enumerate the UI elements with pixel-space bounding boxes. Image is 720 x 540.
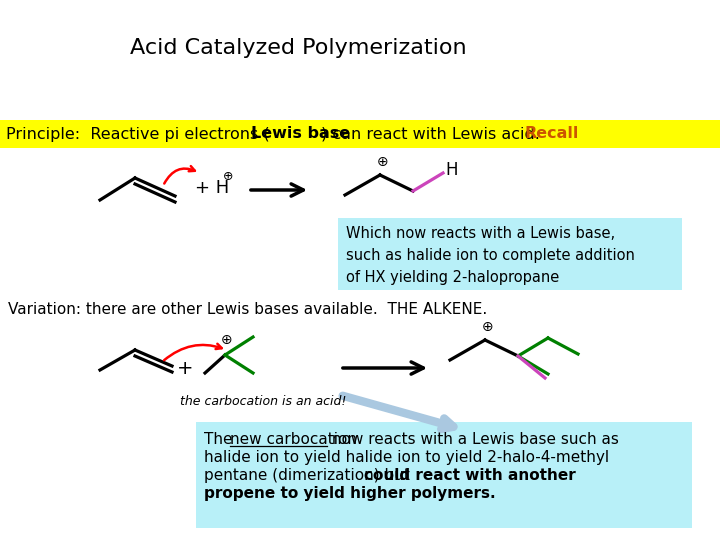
FancyBboxPatch shape — [196, 422, 692, 528]
Text: $\oplus$: $\oplus$ — [222, 171, 233, 184]
Text: halide ion to yield halide ion to yield 2-halo-4-methyl: halide ion to yield halide ion to yield … — [204, 450, 609, 465]
Text: The: The — [204, 432, 238, 447]
Text: Principle:  Reactive pi electrons (: Principle: Reactive pi electrons ( — [6, 126, 269, 141]
Text: ) can react with Lewis acid.: ) can react with Lewis acid. — [321, 126, 545, 141]
FancyBboxPatch shape — [0, 120, 720, 148]
Text: Which now reacts with a Lewis base,
such as halide ion to complete addition
of H: Which now reacts with a Lewis base, such… — [346, 226, 635, 286]
Text: $\oplus$: $\oplus$ — [376, 155, 388, 169]
FancyArrowPatch shape — [164, 344, 222, 360]
Text: + H: + H — [195, 179, 229, 197]
Text: could react with another: could react with another — [364, 468, 576, 483]
FancyBboxPatch shape — [338, 218, 682, 290]
Text: Recall: Recall — [524, 126, 578, 141]
Text: pentane (dimerization) but: pentane (dimerization) but — [204, 468, 415, 483]
Text: propene to yield higher polymers.: propene to yield higher polymers. — [204, 486, 495, 501]
FancyArrowPatch shape — [164, 166, 195, 184]
Text: new carbocation: new carbocation — [230, 432, 357, 447]
Text: +: + — [176, 359, 193, 377]
Text: Acid Catalyzed Polymerization: Acid Catalyzed Polymerization — [130, 38, 467, 58]
FancyArrowPatch shape — [343, 396, 454, 429]
Text: Lewis base: Lewis base — [251, 126, 350, 141]
Text: now reacts with a Lewis base such as: now reacts with a Lewis base such as — [327, 432, 619, 447]
Text: the carbocation is an acid!: the carbocation is an acid! — [180, 395, 346, 408]
Text: Variation: there are other Lewis bases available.  THE ALKENE.: Variation: there are other Lewis bases a… — [8, 302, 487, 317]
Text: $\oplus$: $\oplus$ — [481, 320, 493, 334]
Text: H: H — [445, 161, 457, 179]
Text: $\oplus$: $\oplus$ — [220, 333, 233, 347]
